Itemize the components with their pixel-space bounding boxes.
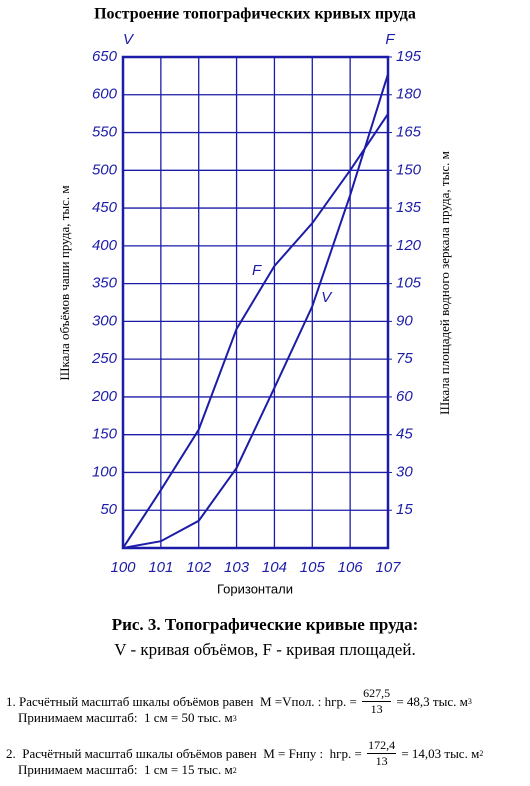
numerator: 172,4	[367, 738, 397, 754]
y2-axis-letter: F	[385, 31, 395, 48]
y-tick-label: 300	[92, 312, 118, 329]
note-line: 2. Расчётный масштаб шкалы объёмов равен…	[6, 738, 483, 769]
y-tick-label: 600	[92, 86, 118, 103]
caption-legend: V - кривая объёмов, F - кривая площадей.	[114, 640, 416, 659]
x-axis-title: Горизонтали	[217, 581, 293, 596]
x-tick-label: 107	[375, 559, 401, 576]
note-text: Принимаем масштаб: 1 см = 15 тыс. м	[18, 762, 233, 777]
y2-tick-label: 90	[396, 312, 413, 329]
numerator: 627,5	[362, 686, 392, 702]
x-tick-label: 106	[338, 559, 364, 576]
y-tick-label: 650	[92, 48, 118, 65]
note-text: 2. Расчётный масштаб шкалы объёмов равен…	[6, 745, 366, 761]
x-tick-label: 104	[262, 559, 287, 576]
y-tick-label: 400	[92, 237, 118, 254]
y-tick-label: 500	[92, 161, 118, 178]
x-tick-label: 103	[224, 559, 250, 576]
y2-tick-label: 150	[396, 161, 422, 178]
y-tick-label: 150	[92, 426, 118, 443]
unit-power: 2	[232, 765, 237, 775]
fraction: 172,4 13	[367, 738, 397, 769]
plot-frame	[121, 55, 390, 550]
y2-tick-label: 75	[396, 350, 413, 367]
chart-title: Построение топографических кривых пруда	[94, 6, 416, 23]
y-tick-label: 250	[91, 350, 118, 367]
y-tick-label: 200	[91, 388, 118, 405]
y2-tick-label: 135	[396, 199, 422, 216]
y-axis-letter: V	[123, 31, 135, 48]
y-axis-title: Шкала объёмов чаши пруда, тыс. м	[57, 185, 72, 380]
y2-tick-label: 45	[396, 426, 413, 443]
curve-label: V	[321, 289, 333, 306]
note-line: 1. Расчётный масштаб шкалы объёмов равен…	[6, 686, 472, 717]
y2-tick-label: 15	[396, 501, 413, 518]
curve	[122, 73, 389, 549]
y-tick-label: 550	[92, 124, 118, 141]
unit-power: 2	[479, 749, 484, 758]
curve-label: F	[252, 262, 262, 279]
unit-power: 3	[232, 713, 237, 723]
y-tick-label: 50	[100, 501, 117, 518]
note-text: Принимаем масштаб: 1 см = 50 тыс. м	[18, 710, 233, 725]
y2-tick-label: 60	[396, 388, 413, 405]
x-tick-label: 105	[300, 559, 326, 576]
y-tick-label: 450	[92, 199, 118, 216]
x-tick-label: 102	[186, 559, 212, 576]
note-text: 1. Расчётный масштаб шкалы объёмов равен…	[6, 693, 361, 709]
fraction: 627,5 13	[362, 686, 392, 717]
caption-title: Рис. 3. Топографические кривые пруда:	[111, 615, 419, 634]
chart: Построение топографических кривых пруда …	[57, 6, 452, 597]
x-tick-label: 101	[148, 559, 173, 576]
y-tick-label: 350	[92, 275, 118, 292]
y2-tick-label: 120	[396, 237, 422, 254]
y2-tick-label: 30	[396, 463, 413, 480]
y2-axis-title: Шкала площадей водного зеркала пруда, ты…	[437, 151, 452, 415]
note-result: = 48,3 тыс. м	[393, 693, 468, 709]
x-tick-label: 100	[110, 559, 136, 576]
curve	[122, 113, 389, 549]
y2-tick-label: 180	[396, 86, 422, 103]
y-tick-label: 100	[92, 463, 118, 480]
unit-power: 3	[467, 697, 472, 706]
denominator: 13	[375, 754, 388, 768]
note-result: = 14,03 тыс. м	[398, 745, 480, 761]
y2-tick-label: 195	[396, 48, 422, 65]
y2-tick-label: 165	[396, 124, 422, 141]
y2-tick-label: 105	[396, 275, 422, 292]
denominator: 13	[370, 702, 383, 716]
